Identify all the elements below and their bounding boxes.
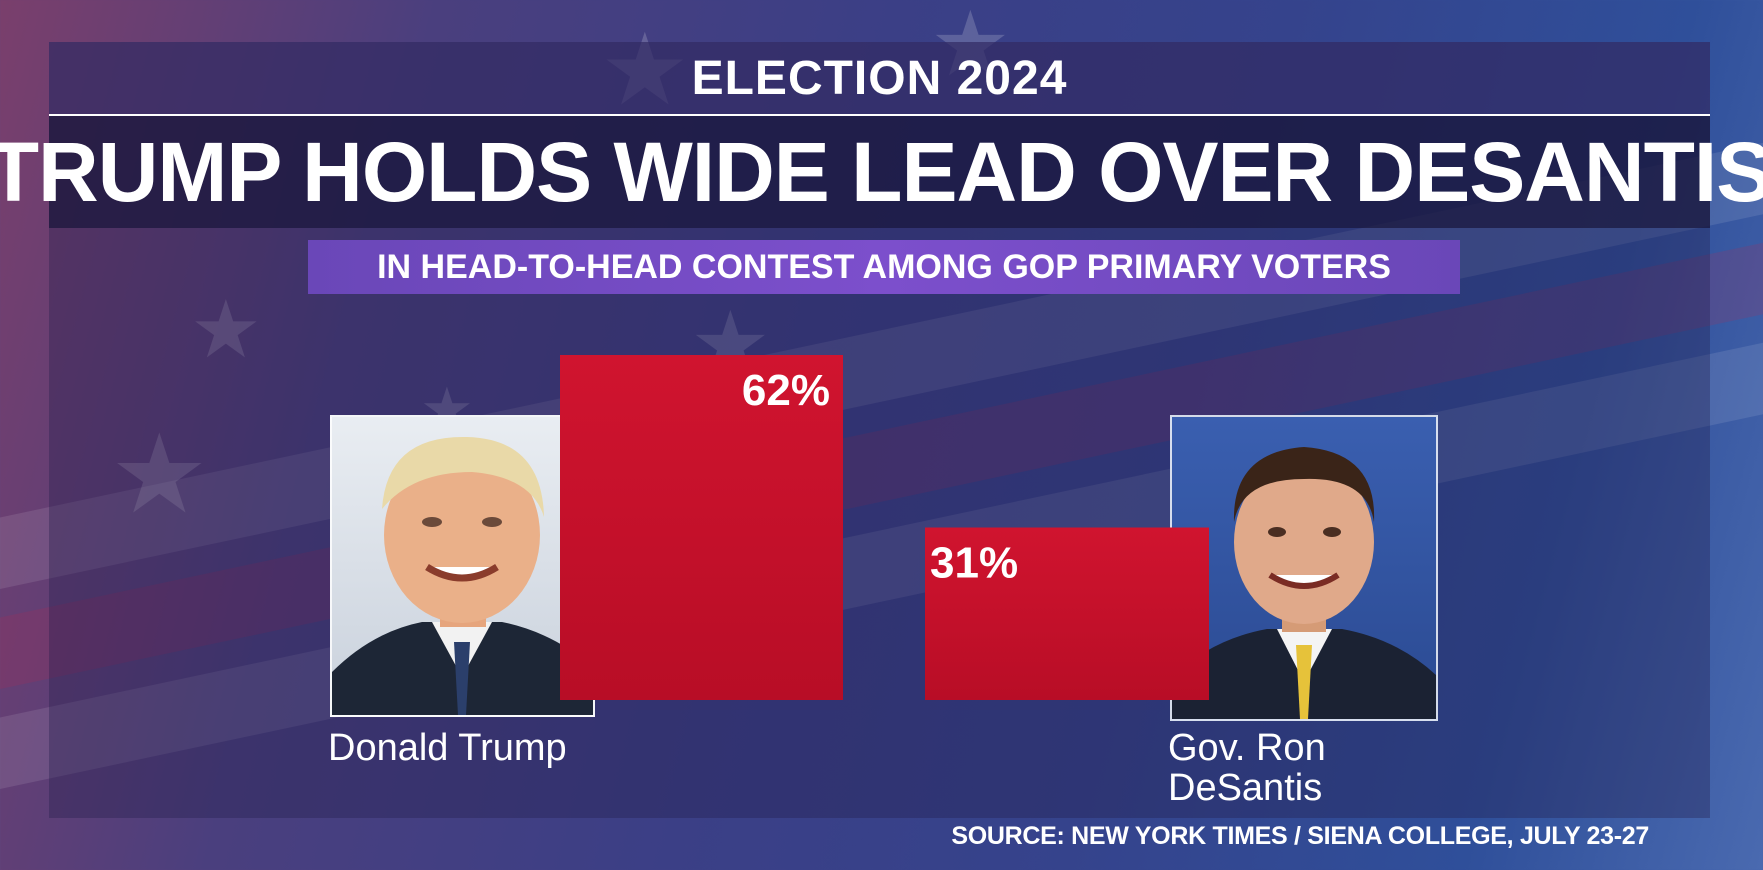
kicker-title: ELECTION 2024 [49, 42, 1710, 114]
candidate-name-line: DeSantis [1168, 767, 1323, 809]
candidate-name-trump: Donald Trump [328, 727, 567, 769]
source-credit: SOURCE: NEW YORK TIMES / SIENA COLLEGE, … [951, 822, 1649, 850]
data-label-donald-trump: 62% [742, 366, 830, 415]
candidate-name-line: Gov. Ron [1168, 727, 1326, 769]
candidate-name-desantis: Gov. Ron DeSantis [1168, 728, 1326, 808]
star-icon: ★ [110, 413, 209, 536]
headline: TRUMP HOLDS WIDE LEAD OVER DESANTIS [0, 116, 1763, 228]
trump-portrait-icon [330, 415, 595, 717]
bar-gov-ron-desantis [925, 527, 1209, 700]
data-label-gov-ron-desantis: 31% [930, 539, 1018, 588]
header-divider [49, 114, 1710, 116]
subtitle-banner: IN HEAD-TO-HEAD CONTEST AMONG GOP PRIMAR… [308, 240, 1460, 294]
desantis-portrait-icon [1170, 415, 1438, 721]
star-icon: ★ [190, 285, 262, 374]
bar-donald-trump [560, 355, 843, 700]
